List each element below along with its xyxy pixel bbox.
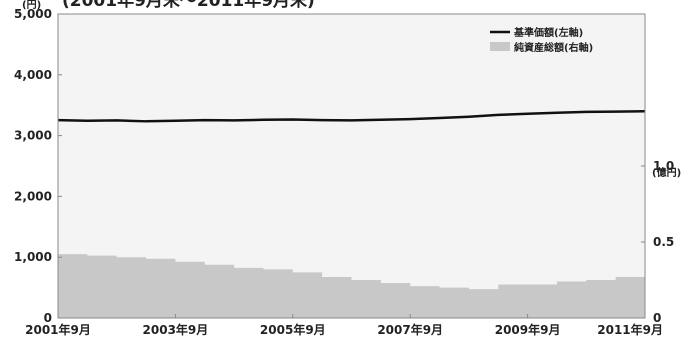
- y-left-tick-label: 1,000: [14, 250, 52, 264]
- legend-assets-swatch: [490, 42, 510, 51]
- legend-nav-label: 基準価額(左軸): [513, 26, 583, 39]
- y-right-tick-label: 1.0: [653, 159, 674, 173]
- y-right-tick-label: 0: [653, 311, 661, 325]
- legend-box: [484, 22, 644, 58]
- x-tick-label: 2001年9月: [25, 322, 91, 337]
- y-right-tick-label: 0.5: [653, 235, 674, 249]
- chart-title: (2001年9月末～2011年9月末): [62, 0, 315, 11]
- y-left-tick-label: 2,000: [14, 189, 52, 203]
- assets-area: [58, 254, 645, 318]
- legend: 基準価額(左軸) 純資産総額(右軸): [484, 22, 644, 58]
- x-tick-label: 2007年9月: [377, 322, 443, 337]
- axis-ticks: 0 1,000 2,000 3,000 4,000 5,000 0 0.5 1.0 2001年9月…: [14, 7, 674, 337]
- right-axis-unit: (億円): [652, 166, 681, 179]
- y-left-tick-label: 4,000: [14, 68, 52, 82]
- x-tick-label: 2003年9月: [143, 322, 209, 337]
- nav-line: [57, 110, 646, 123]
- assets-area-layer: [58, 254, 645, 318]
- x-tick-label: 2011年9月: [597, 322, 663, 337]
- x-tick-label: 2005年9月: [260, 322, 326, 337]
- y-left-tick-label: 3,000: [14, 129, 52, 143]
- y-left-tick-label: 0: [44, 311, 52, 325]
- nav-line-layer: [57, 110, 646, 123]
- left-axis-unit: (円): [22, 0, 41, 11]
- x-tick-label: 2009年9月: [495, 322, 561, 337]
- y-left-tick-label: 5,000: [14, 7, 52, 21]
- legend-assets-label: 純資産総額(右軸): [514, 41, 593, 54]
